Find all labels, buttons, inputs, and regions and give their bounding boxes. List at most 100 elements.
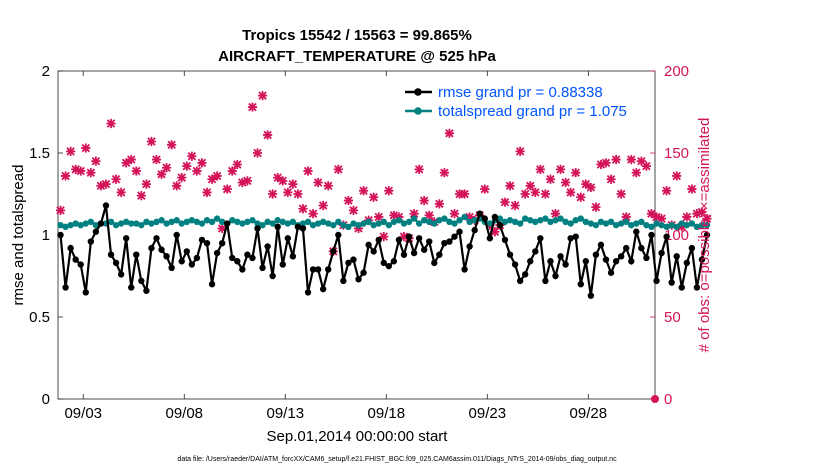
totalspread-point — [77, 221, 84, 229]
rmse-point — [122, 235, 130, 242]
rmse-point — [143, 287, 150, 294]
obs-count-marker — [227, 166, 237, 176]
rmse-point — [249, 254, 256, 262]
rmse-point — [643, 254, 650, 262]
totalspread-point — [284, 220, 292, 227]
rmse-point — [350, 256, 357, 263]
rmse-point — [471, 226, 478, 234]
obs-count-marker — [131, 166, 141, 176]
rmse-point — [279, 261, 286, 268]
y2-tick-label: 0 — [664, 391, 672, 408]
obs-count-marker — [646, 209, 657, 219]
obs-count-marker — [687, 184, 697, 194]
rmse-point — [355, 276, 362, 283]
totalspread-point — [309, 221, 317, 229]
totalspread-point — [400, 220, 408, 227]
obs-count-marker — [550, 209, 561, 219]
obs-count-marker — [662, 186, 672, 196]
rmse-point — [294, 223, 302, 230]
totalspread-point — [552, 217, 559, 224]
totalspread-point — [532, 218, 539, 226]
totalspread-point — [173, 217, 180, 224]
rmse-point — [218, 240, 226, 247]
obs-count-marker — [530, 187, 540, 197]
totalspread-point — [122, 218, 130, 226]
rmse-point — [319, 285, 327, 293]
rmse-point — [501, 236, 509, 244]
obs-count-marker — [76, 166, 86, 176]
totalspread-point — [350, 220, 357, 227]
obs-count-marker — [283, 187, 293, 197]
rmse-point — [521, 271, 529, 278]
rmse-point — [234, 258, 241, 265]
totalspread-point — [330, 221, 337, 229]
obs-count-marker — [268, 189, 278, 199]
obs-count-marker — [510, 200, 520, 211]
totalspread-point — [163, 220, 170, 227]
obs-count-marker — [247, 102, 258, 112]
rmse-point — [668, 279, 675, 286]
obs-count-marker — [202, 187, 212, 197]
rmse-point — [542, 277, 549, 285]
rmse-point — [486, 235, 494, 242]
legend-rmse-label: rmse grand pr = 0.88338 — [438, 84, 603, 101]
obs-count-marker — [520, 189, 530, 199]
rmse-point — [481, 215, 488, 222]
obs-count-marker — [419, 195, 429, 206]
rmse-point — [87, 238, 95, 245]
obs-count-marker — [459, 189, 470, 199]
totalspread-point — [577, 215, 584, 222]
rmse-point — [410, 249, 418, 257]
totalspread-point — [370, 221, 377, 229]
obs-count-marker — [692, 209, 702, 219]
x-axis: 09/03 09/08 09/13 09/18 09/23 09/28 — [64, 71, 607, 422]
obs-count-marker — [424, 210, 434, 220]
rmse-point — [441, 240, 448, 247]
totalspread-point — [643, 221, 650, 229]
totalspread-point — [153, 218, 160, 226]
obs-count-marker — [257, 91, 268, 101]
rmse-point — [370, 248, 377, 255]
rmse-point — [597, 241, 605, 249]
totalspread-point — [426, 218, 433, 226]
rmse-point — [638, 244, 645, 252]
x-tick-label: 09/18 — [368, 405, 406, 422]
totalspread-point — [208, 218, 216, 226]
obs-count-marker — [313, 177, 323, 188]
totalspread-point — [587, 220, 595, 227]
rmse-point — [269, 272, 276, 280]
rmse-point — [330, 248, 337, 255]
obs-count-marker — [197, 158, 207, 168]
totalspread-point — [415, 220, 423, 227]
x-tick-label: 09/03 — [64, 405, 102, 422]
totalspread-point — [446, 218, 453, 226]
obs-count-marker — [601, 158, 611, 168]
rmse-point — [72, 256, 79, 263]
y2-tick-label: 100 — [664, 227, 689, 244]
rmse-point — [158, 246, 165, 253]
totalspread-point — [62, 223, 69, 230]
rmse-point — [698, 256, 706, 263]
totalspread-point — [431, 220, 438, 227]
rmse-point — [198, 236, 206, 244]
obs-count-marker — [106, 118, 116, 129]
rmse-point — [102, 202, 110, 209]
rmse-point — [168, 264, 175, 271]
obs-count-marker — [515, 146, 525, 156]
y2-tick-label: 50 — [664, 309, 681, 326]
obs-count-marker — [172, 181, 182, 191]
totalspread-point — [612, 221, 620, 229]
rmse-point — [663, 233, 670, 240]
rmse-point — [213, 249, 221, 257]
rmse-point — [405, 233, 413, 240]
obs-count-marker — [626, 154, 636, 165]
rmse-point — [436, 251, 443, 258]
rmse-point — [552, 272, 559, 280]
totalspread-point — [410, 215, 418, 222]
obs-count-marker — [399, 232, 409, 242]
totalspread-point — [658, 221, 665, 229]
y-tick-label: 1 — [42, 227, 50, 244]
x-tick-label: 09/08 — [165, 405, 203, 422]
rmse-point — [163, 253, 170, 260]
rmse-point — [612, 258, 620, 265]
